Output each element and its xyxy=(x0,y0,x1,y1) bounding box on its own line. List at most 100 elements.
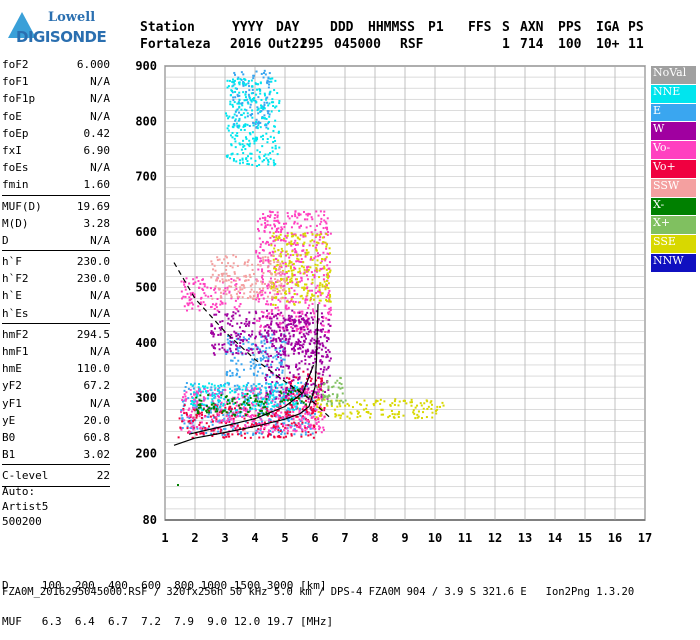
data-point xyxy=(184,399,187,402)
data-point xyxy=(199,426,202,429)
data-point xyxy=(198,399,201,402)
data-point xyxy=(231,374,234,377)
data-point xyxy=(208,393,211,396)
data-point xyxy=(260,223,263,226)
data-point xyxy=(275,358,278,361)
data-point xyxy=(250,343,253,346)
data-point xyxy=(315,267,318,270)
data-point xyxy=(288,408,291,411)
data-point xyxy=(329,324,332,327)
data-point xyxy=(305,350,308,353)
data-point xyxy=(244,136,247,139)
data-point xyxy=(313,331,316,334)
data-point xyxy=(307,375,310,378)
data-point xyxy=(210,421,213,424)
data-point xyxy=(215,306,218,309)
data-point xyxy=(252,342,255,345)
data-point xyxy=(416,404,419,407)
data-point xyxy=(306,413,309,416)
data-point xyxy=(314,419,317,422)
data-point xyxy=(273,219,276,222)
data-point xyxy=(256,400,259,403)
data-point xyxy=(267,326,270,329)
data-point xyxy=(304,388,307,391)
data-point xyxy=(284,297,287,300)
data-point xyxy=(241,158,244,161)
data-point xyxy=(252,92,255,95)
data-point xyxy=(299,295,302,298)
data-point xyxy=(380,408,383,411)
data-point xyxy=(250,348,253,351)
data-point xyxy=(260,418,263,421)
data-point xyxy=(244,404,247,407)
data-point xyxy=(208,411,211,414)
data-point xyxy=(282,358,285,361)
data-point xyxy=(268,418,271,421)
data-point xyxy=(435,409,438,412)
data-point xyxy=(292,333,295,336)
data-point xyxy=(300,435,303,438)
data-point xyxy=(294,422,297,425)
data-point xyxy=(242,125,245,128)
data-point xyxy=(277,336,280,339)
data-point xyxy=(324,346,327,349)
data-point xyxy=(194,404,197,407)
data-point xyxy=(266,394,269,397)
data-point xyxy=(244,123,247,126)
data-point xyxy=(279,390,282,393)
data-point xyxy=(222,404,225,407)
data-point xyxy=(327,273,330,276)
data-point xyxy=(225,112,228,115)
data-point xyxy=(306,391,309,394)
data-point xyxy=(239,345,242,348)
data-point xyxy=(245,318,248,321)
data-point xyxy=(195,425,198,428)
data-point xyxy=(247,382,250,385)
parameter-name: C-level xyxy=(2,469,49,483)
data-point xyxy=(241,353,244,356)
data-point xyxy=(270,329,273,332)
parameter-value: 60.8 xyxy=(83,430,111,444)
data-point xyxy=(255,429,258,432)
data-point xyxy=(219,405,222,408)
data-point xyxy=(217,399,220,402)
data-point xyxy=(188,414,191,417)
data-point xyxy=(285,222,288,225)
data-point xyxy=(306,393,309,396)
data-point xyxy=(324,288,327,291)
data-point xyxy=(284,262,287,265)
data-point xyxy=(267,402,270,405)
data-point xyxy=(346,402,349,405)
data-point xyxy=(273,267,276,270)
data-point xyxy=(281,422,284,425)
data-point xyxy=(311,294,314,297)
data-point xyxy=(239,291,242,294)
data-point xyxy=(410,404,413,407)
data-point xyxy=(275,235,278,238)
data-point xyxy=(296,283,299,286)
data-point xyxy=(238,432,241,435)
data-point xyxy=(280,396,283,399)
data-point xyxy=(261,274,264,277)
data-point xyxy=(320,412,323,415)
data-point xyxy=(248,389,251,392)
data-point xyxy=(226,313,229,316)
data-point xyxy=(305,295,308,298)
data-point xyxy=(259,427,262,430)
x-tick-label: 5 xyxy=(281,531,288,545)
data-point xyxy=(242,84,245,87)
data-point xyxy=(251,88,254,91)
data-point xyxy=(282,317,285,320)
data-point xyxy=(315,224,318,227)
data-point xyxy=(192,278,195,281)
data-point xyxy=(231,353,234,356)
data-point xyxy=(290,403,293,406)
data-point xyxy=(256,319,259,322)
data-point xyxy=(285,387,288,390)
data-point xyxy=(251,387,254,390)
data-point xyxy=(204,426,207,429)
data-point xyxy=(276,409,279,412)
data-point xyxy=(243,322,246,325)
data-point xyxy=(273,428,276,431)
data-point xyxy=(241,102,244,105)
